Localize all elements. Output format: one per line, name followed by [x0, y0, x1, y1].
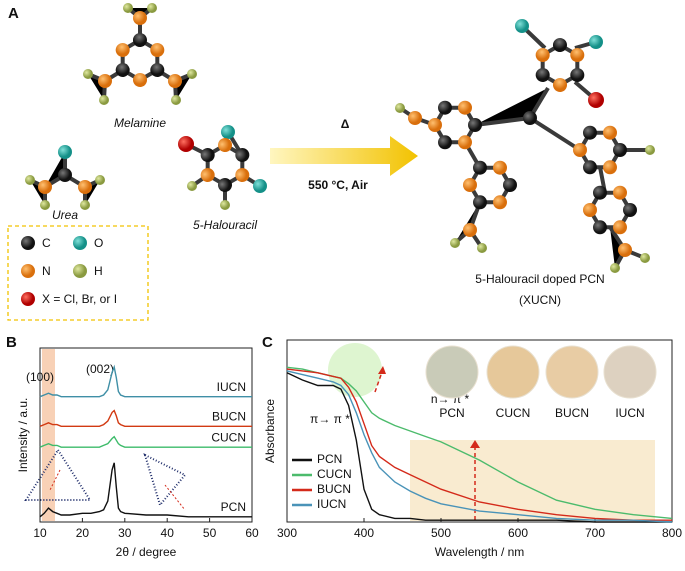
data-line — [39, 409, 252, 427]
highlight-circle — [328, 343, 382, 397]
y-axis-label: Absorbance — [263, 399, 277, 463]
melamine-molecule — [83, 3, 197, 105]
urea-molecule — [25, 145, 105, 210]
legend-atom — [21, 292, 35, 306]
x-tick-label: 600 — [508, 526, 528, 540]
data-line — [39, 435, 252, 448]
product-molecule — [395, 19, 655, 273]
x-tick-label: 50 — [203, 526, 217, 540]
x-tick-label: 500 — [431, 526, 451, 540]
legend-label: BUCN — [317, 482, 351, 496]
series-label: BUCN — [212, 409, 246, 423]
panel-label: C — [262, 334, 273, 351]
sample-photo — [545, 345, 599, 399]
legend-label: IUCN — [317, 497, 346, 511]
data-line — [286, 370, 673, 523]
x-tick-label: 300 — [277, 526, 297, 540]
x-tick-label: 20 — [76, 526, 90, 540]
legend-box — [7, 225, 149, 321]
x-axis-label: Wavelength / nm — [435, 545, 525, 559]
heat-symbol: Δ — [341, 117, 350, 131]
highlight-region — [410, 440, 655, 521]
data-line — [39, 462, 252, 518]
transition-arrow — [374, 371, 476, 520]
arrow-head — [470, 440, 480, 448]
halouracil-molecule — [178, 125, 267, 210]
panel-label: A — [8, 5, 19, 22]
sample-label: BUCN — [555, 406, 589, 420]
legend-label: O — [94, 236, 103, 250]
sample-label: CUCN — [496, 406, 531, 420]
plot-frame — [39, 347, 253, 523]
sample-photo — [425, 345, 479, 399]
legend-label: CUCN — [317, 467, 352, 481]
legend-label: X = Cl, Br, or I — [42, 292, 117, 306]
charts: B 10 20 30 40 50 60 2θ / degree Intensity / a.u.… — [6, 334, 682, 559]
product-name: 5-Halouracil doped PCN — [475, 272, 604, 286]
reaction-arrow — [270, 136, 418, 176]
conditions: 550 °C, Air — [308, 178, 368, 192]
x-tick-label: 40 — [161, 526, 175, 540]
plot-frame — [286, 339, 673, 523]
x-tick-label: 700 — [585, 526, 605, 540]
x-tick-label: 10 — [33, 526, 47, 540]
x-tick-label: 60 — [245, 526, 259, 540]
molecule-name: 5-Halouracil — [193, 218, 257, 232]
sample-photo — [486, 345, 540, 399]
molecule-name: Melamine — [114, 116, 166, 130]
arrow-head — [378, 366, 386, 374]
sample-label: PCN — [439, 406, 464, 420]
product-abbr: (XUCN) — [519, 293, 561, 307]
x-tick-label: 400 — [354, 526, 374, 540]
y-axis-label: Intensity / a.u. — [16, 398, 30, 473]
panel-label: B — [6, 334, 17, 351]
data-line — [39, 364, 252, 398]
inset-structures — [24, 448, 187, 511]
legend-atom — [73, 264, 87, 278]
legend-label: N — [42, 264, 51, 278]
data-line — [286, 368, 672, 521]
annotation: (100) — [26, 370, 54, 384]
x-tick-label: 800 — [662, 526, 682, 540]
legend-atom — [21, 264, 35, 278]
legend-label: PCN — [317, 452, 342, 466]
x-tick-label: 30 — [118, 526, 132, 540]
series-label: PCN — [221, 500, 246, 514]
sample-photo — [603, 345, 657, 399]
molecule-name: Urea — [52, 208, 78, 222]
annotation: (002) — [86, 362, 114, 376]
series-label: IUCN — [217, 380, 246, 394]
data-line — [286, 372, 672, 523]
series-label: CUCN — [211, 430, 246, 444]
legend-label: H — [94, 264, 103, 278]
legend-label: C — [42, 236, 51, 250]
annotation: π→ π * — [310, 412, 350, 426]
legend-atom — [73, 236, 87, 250]
sample-label: IUCN — [615, 406, 644, 420]
x-axis-label: 2θ / degree — [116, 545, 177, 559]
highlight-band — [42, 349, 55, 521]
legend-atom — [21, 236, 35, 250]
